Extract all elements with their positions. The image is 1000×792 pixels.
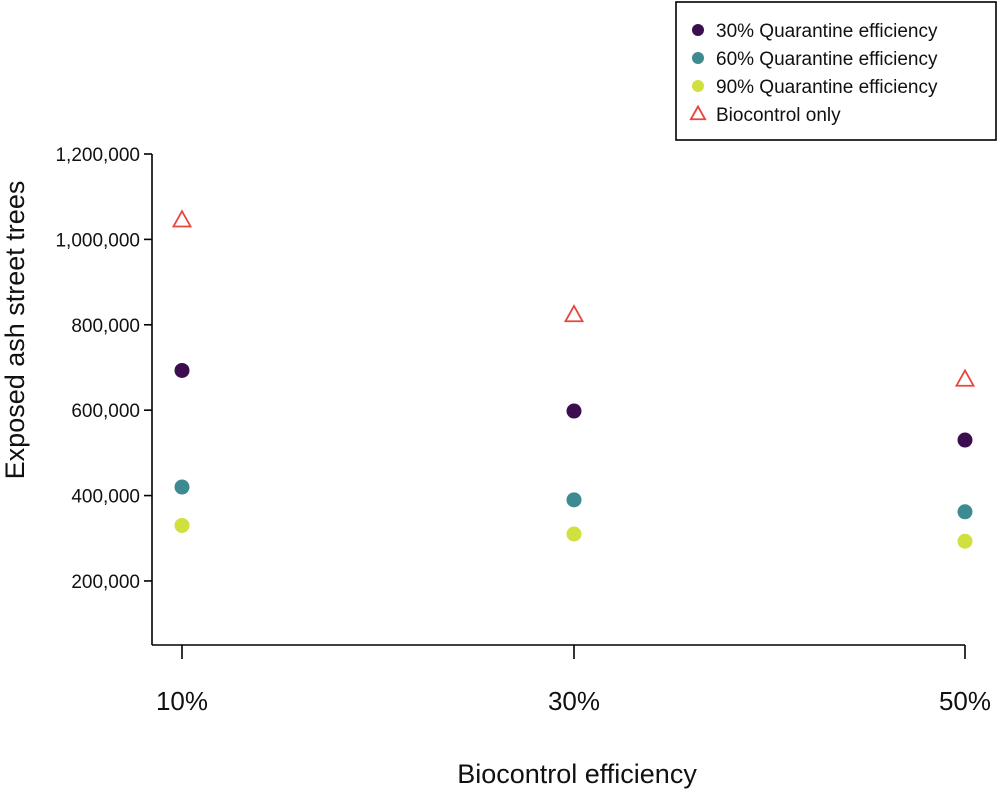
legend-marker <box>692 52 704 64</box>
legend-label: 90% Quarantine efficiency <box>716 77 938 98</box>
legend-marker <box>692 24 704 36</box>
y-tick-label: 1,200,000 <box>55 145 140 166</box>
axes <box>151 154 965 646</box>
y-tick-label: 1,000,000 <box>55 230 140 251</box>
data-point <box>174 362 190 378</box>
x-tick-label: 50% <box>939 686 991 716</box>
y-tick-label: 800,000 <box>71 316 140 337</box>
legend-label: Biocontrol only <box>716 105 841 126</box>
data-point <box>566 403 582 419</box>
legend-label: 30% Quarantine efficiency <box>716 21 938 42</box>
y-tick-label: 200,000 <box>71 572 140 593</box>
legend-label: 60% Quarantine efficiency <box>716 49 938 70</box>
data-point <box>957 533 973 549</box>
data-points <box>171 209 976 549</box>
legend-marker-triangle <box>689 104 707 121</box>
y-ticks: 200,000 400,000 600,000 800,000 1,000,000 1,2… <box>55 145 152 593</box>
data-point <box>174 517 190 533</box>
data-point <box>566 526 582 542</box>
legend-marker <box>692 80 704 92</box>
data-point-triangle <box>563 304 585 323</box>
y-axis-title: Exposed ash street trees <box>0 181 30 480</box>
data-point-triangle <box>954 368 976 387</box>
x-tick-label: 10% <box>156 686 208 716</box>
legend-box <box>675 1 997 141</box>
data-point <box>174 479 190 495</box>
data-point <box>957 504 973 520</box>
y-tick-label: 400,000 <box>71 487 140 508</box>
legend: 30% Quarantine efficiency 60% Quarantine … <box>675 1 997 141</box>
x-ticks: 10% 30% 50% <box>156 645 991 716</box>
x-tick-label: 30% <box>548 686 600 716</box>
data-point <box>566 492 582 508</box>
data-point-triangle <box>171 209 193 228</box>
y-tick-label: 600,000 <box>71 401 140 422</box>
x-axis-title: Biocontrol efficiency <box>457 759 697 789</box>
data-point <box>957 432 973 448</box>
